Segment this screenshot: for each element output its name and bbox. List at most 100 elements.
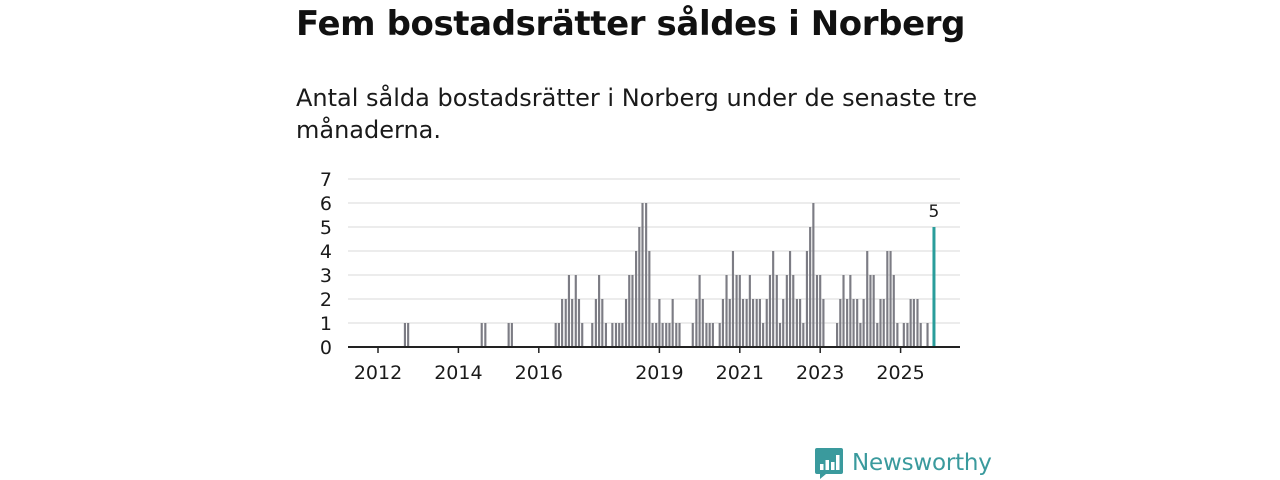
bar	[705, 323, 708, 347]
bar	[571, 299, 574, 347]
chart-title: Fem bostadsrätter såldes i Norberg	[296, 4, 966, 44]
bar	[812, 203, 815, 347]
newsworthy-logo-text: Newsworthy	[852, 450, 992, 476]
bar	[819, 275, 822, 347]
newsworthy-logo-icon	[815, 448, 843, 479]
newsworthy-logo: Newsworthy	[814, 446, 992, 480]
bar	[480, 323, 483, 347]
bar	[906, 323, 909, 347]
bar	[741, 299, 745, 347]
bar	[751, 299, 755, 347]
bar	[668, 323, 671, 347]
bar	[661, 323, 664, 347]
bar	[735, 275, 738, 347]
bar	[651, 323, 654, 347]
bar	[805, 251, 809, 347]
bar	[695, 299, 698, 347]
bar	[564, 299, 567, 347]
bar	[581, 323, 584, 347]
bar	[882, 299, 885, 347]
bar	[614, 323, 618, 347]
bar	[645, 203, 648, 347]
bar	[665, 323, 668, 347]
bar	[618, 323, 621, 347]
bar	[577, 299, 581, 347]
bar	[889, 251, 892, 347]
bar	[507, 323, 510, 347]
bar	[561, 299, 564, 347]
bar	[738, 275, 741, 347]
bar	[909, 299, 912, 347]
chart-subtitle: Antal sålda bostadsrätter i Norberg unde…	[296, 84, 978, 144]
bar	[574, 275, 577, 347]
bar	[852, 299, 855, 347]
bar	[815, 275, 819, 347]
y-tick-label: 1	[320, 313, 332, 335]
y-tick-label: 5	[320, 217, 332, 239]
bar	[772, 251, 775, 347]
highlight-bar	[932, 227, 936, 347]
bar	[879, 299, 882, 347]
y-tick-label: 7	[320, 169, 332, 191]
bar	[859, 323, 862, 347]
bar	[866, 251, 869, 347]
bar	[809, 227, 812, 347]
bar	[725, 275, 728, 347]
bar	[778, 323, 782, 347]
bar	[788, 251, 792, 347]
bar	[567, 275, 571, 347]
bar	[510, 323, 513, 347]
y-tick-label: 0	[320, 337, 332, 359]
bar	[849, 275, 852, 347]
y-tick-label: 3	[320, 265, 332, 287]
bar	[628, 275, 631, 347]
bar	[926, 323, 929, 347]
x-tick-label: 2016	[515, 362, 563, 384]
bar	[876, 323, 879, 347]
bar	[748, 275, 751, 347]
bar	[892, 275, 895, 347]
bar	[862, 299, 865, 347]
x-tick-label: 2025	[876, 362, 924, 384]
x-tick-label: 2014	[434, 362, 482, 384]
bar	[604, 323, 608, 347]
y-tick-label: 6	[320, 193, 332, 215]
bar	[792, 275, 795, 347]
bar	[648, 251, 651, 347]
bar	[869, 275, 872, 347]
bar	[591, 323, 594, 347]
bar	[601, 299, 604, 347]
bar	[678, 323, 681, 347]
x-tick-label: 2012	[354, 362, 402, 384]
bar	[554, 323, 557, 347]
bar	[799, 299, 802, 347]
bar	[902, 323, 905, 347]
x-tick-label: 2019	[635, 362, 683, 384]
bar	[655, 323, 658, 347]
bar	[765, 299, 768, 347]
bar	[768, 275, 772, 347]
bar	[635, 251, 638, 347]
bar	[758, 299, 761, 347]
bar	[598, 275, 601, 347]
bar	[886, 251, 889, 347]
bar	[675, 323, 678, 347]
y-tick-label: 4	[320, 241, 332, 263]
bar	[721, 299, 724, 347]
bar	[691, 323, 694, 347]
bar	[671, 299, 674, 347]
bar	[641, 203, 644, 347]
bar	[802, 323, 805, 347]
bar	[611, 323, 614, 347]
bar	[896, 323, 899, 347]
bar	[731, 251, 735, 347]
bar	[624, 299, 628, 347]
bar	[785, 275, 788, 347]
bar	[701, 299, 704, 347]
bar	[795, 299, 798, 347]
bar	[638, 227, 641, 347]
bar	[711, 323, 714, 347]
bar	[594, 299, 597, 347]
bar	[762, 323, 765, 347]
